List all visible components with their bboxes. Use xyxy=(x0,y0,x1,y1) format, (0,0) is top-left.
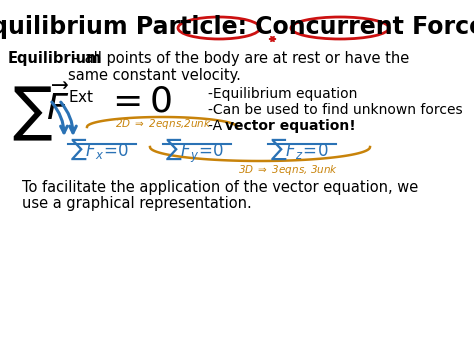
Text: -A: -A xyxy=(208,119,227,133)
Text: 2D $\Rightarrow$ 2eqns,2unk: 2D $\Rightarrow$ 2eqns,2unk xyxy=(115,117,212,131)
Text: $\mathrm{Ext}$: $\mathrm{Ext}$ xyxy=(68,89,94,105)
Text: 3D $\Rightarrow$ 3eqns, 3unk: 3D $\Rightarrow$ 3eqns, 3unk xyxy=(238,163,338,177)
Text: vector equation!: vector equation! xyxy=(225,119,356,133)
Text: $\sum$: $\sum$ xyxy=(12,85,53,143)
Text: $= 0$: $= 0$ xyxy=(105,85,172,119)
Text: -Can be used to find unknown forces: -Can be used to find unknown forces xyxy=(208,103,463,117)
Text: $\sum F_z\!=\!0$: $\sum F_z\!=\!0$ xyxy=(270,137,328,162)
Text: – all points of the body are at rest or have the
same constant velocity.: – all points of the body are at rest or … xyxy=(68,51,409,83)
Text: $\sum F_x\!=\!0$: $\sum F_x\!=\!0$ xyxy=(70,137,129,162)
Text: Equilibrium Particle: Concurrent Forces: Equilibrium Particle: Concurrent Forces xyxy=(0,15,474,39)
Text: $\sum F_y\!=\!0$: $\sum F_y\!=\!0$ xyxy=(165,137,224,165)
Text: $\vec{F}$: $\vec{F}$ xyxy=(46,85,69,127)
Text: -Equilibrium equation: -Equilibrium equation xyxy=(208,87,357,101)
Text: To facilitate the application of the vector equation, we: To facilitate the application of the vec… xyxy=(22,180,418,195)
Text: Equilibrium: Equilibrium xyxy=(8,51,102,66)
Text: use a graphical representation.: use a graphical representation. xyxy=(22,196,252,211)
